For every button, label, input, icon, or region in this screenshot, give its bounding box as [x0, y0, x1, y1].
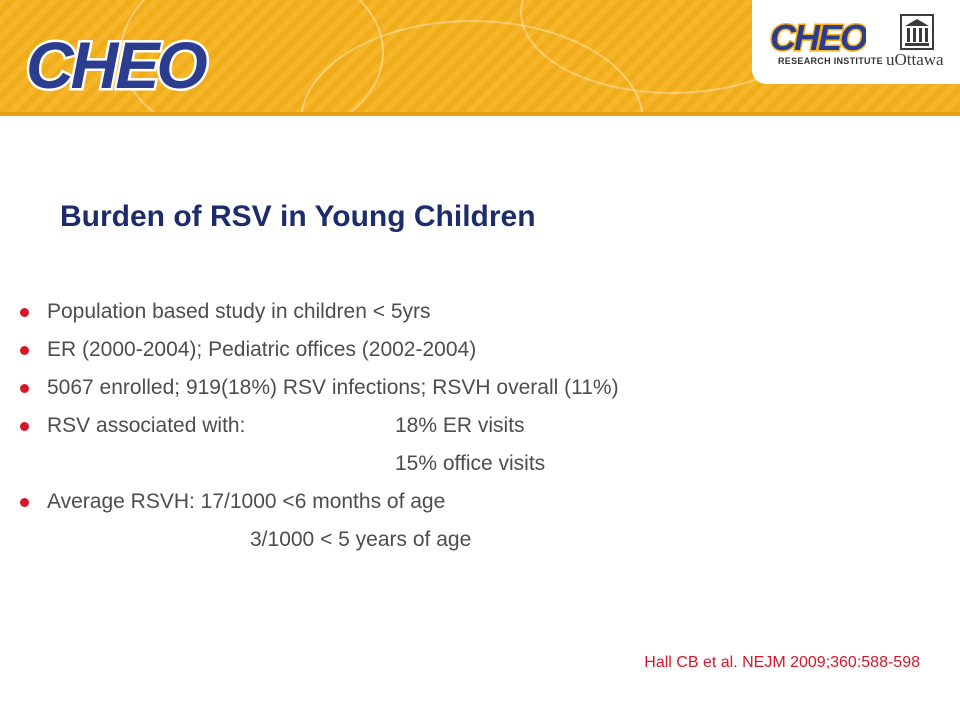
- bullet-text: RSV associated with:: [47, 414, 246, 437]
- cheo-research-logo: CHEO: [769, 16, 867, 60]
- banner-divider: [0, 112, 960, 116]
- bullet-dot: [20, 384, 29, 393]
- bullet-dot: [20, 498, 29, 507]
- bullet-item: 5067 enrolled; 919(18%) RSV infections; …: [0, 376, 960, 406]
- header-banner: CHEO CHEO RESEARCH INSTITUTE uOttawa: [0, 0, 960, 112]
- bullet-item: Population based study in children < 5yr…: [0, 300, 960, 330]
- svg-text:CHEO: CHEO: [770, 17, 866, 58]
- bullet-text: Population based study in children < 5yr…: [47, 300, 431, 323]
- bullet-continuation: 15% office visits: [0, 452, 960, 482]
- bullet-detail: 15% office visits: [395, 452, 546, 475]
- slide-title: Burden of RSV in Young Children: [60, 200, 536, 233]
- uottawa-label: uOttawa: [886, 50, 944, 69]
- bullet-dot: [20, 308, 29, 317]
- bullet-dot: [20, 422, 29, 431]
- bullet-item: ER (2000-2004); Pediatric offices (2002-…: [0, 338, 960, 368]
- bullet-continuation: 3/1000 < 5 years of age: [0, 528, 960, 558]
- citation: Hall CB et al. NEJM 2009;360:588-598: [644, 654, 920, 671]
- partner-logos: CHEO RESEARCH INSTITUTE uOttawa: [752, 0, 960, 84]
- svg-text:CHEO: CHEO: [26, 28, 207, 102]
- bullet-item: Average RSVH: 17/1000 <6 months of age: [0, 490, 960, 520]
- bullet-text: Average RSVH: 17/1000 <6 months of age: [47, 490, 446, 513]
- bullet-text: ER (2000-2004); Pediatric offices (2002-…: [47, 338, 477, 361]
- bullet-dot: [20, 346, 29, 355]
- research-institute-label: RESEARCH INSTITUTE: [778, 56, 883, 66]
- bullet-item: RSV associated with: 18% ER visits: [0, 414, 960, 444]
- bullet-detail: 3/1000 < 5 years of age: [250, 528, 472, 551]
- bullet-text: 5067 enrolled; 919(18%) RSV infections; …: [47, 376, 619, 399]
- uottawa-building-icon: [900, 14, 934, 50]
- cheo-logo: CHEO: [24, 26, 213, 105]
- bullet-detail: 18% ER visits: [395, 414, 525, 437]
